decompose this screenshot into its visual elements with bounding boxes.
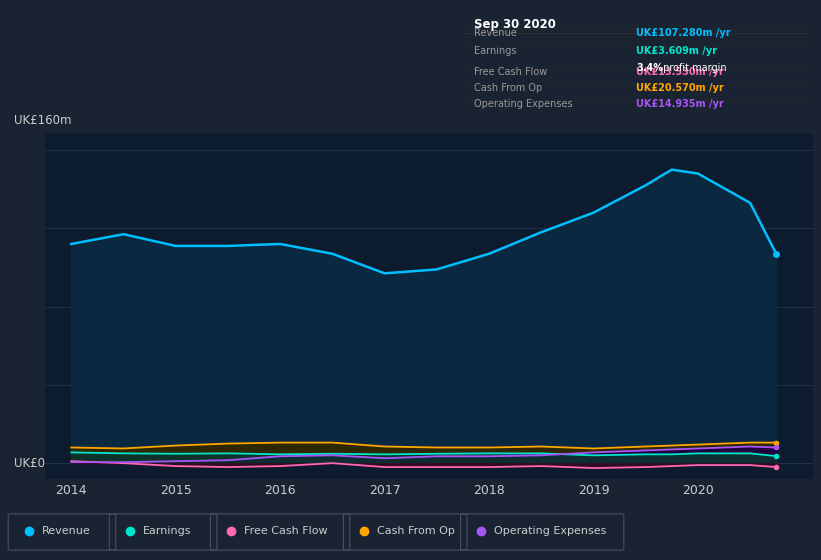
Text: Revenue: Revenue xyxy=(475,27,517,38)
Text: 3.4%: 3.4% xyxy=(636,63,663,73)
Text: Cash From Op: Cash From Op xyxy=(475,83,543,93)
Text: Earnings: Earnings xyxy=(475,46,516,56)
Text: UK£0: UK£0 xyxy=(15,456,45,470)
Text: UK£160m: UK£160m xyxy=(15,114,72,127)
Text: UK£14.935m /yr: UK£14.935m /yr xyxy=(636,99,724,109)
Text: Free Cash Flow: Free Cash Flow xyxy=(475,67,548,77)
Text: Operating Expenses: Operating Expenses xyxy=(494,526,607,536)
Text: UK£20.570m /yr: UK£20.570m /yr xyxy=(636,83,724,93)
Text: Cash From Op: Cash From Op xyxy=(377,526,455,536)
Text: Earnings: Earnings xyxy=(143,526,191,536)
Text: UK£107.280m /yr: UK£107.280m /yr xyxy=(636,27,731,38)
Text: profit margin: profit margin xyxy=(660,63,727,73)
Text: Free Cash Flow: Free Cash Flow xyxy=(244,526,328,536)
Text: Operating Expenses: Operating Expenses xyxy=(475,99,573,109)
Text: UK£13.530m /yr: UK£13.530m /yr xyxy=(636,67,724,77)
Text: Sep 30 2020: Sep 30 2020 xyxy=(475,18,556,31)
Text: UK£3.609m /yr: UK£3.609m /yr xyxy=(636,46,718,56)
Text: Revenue: Revenue xyxy=(42,526,90,536)
